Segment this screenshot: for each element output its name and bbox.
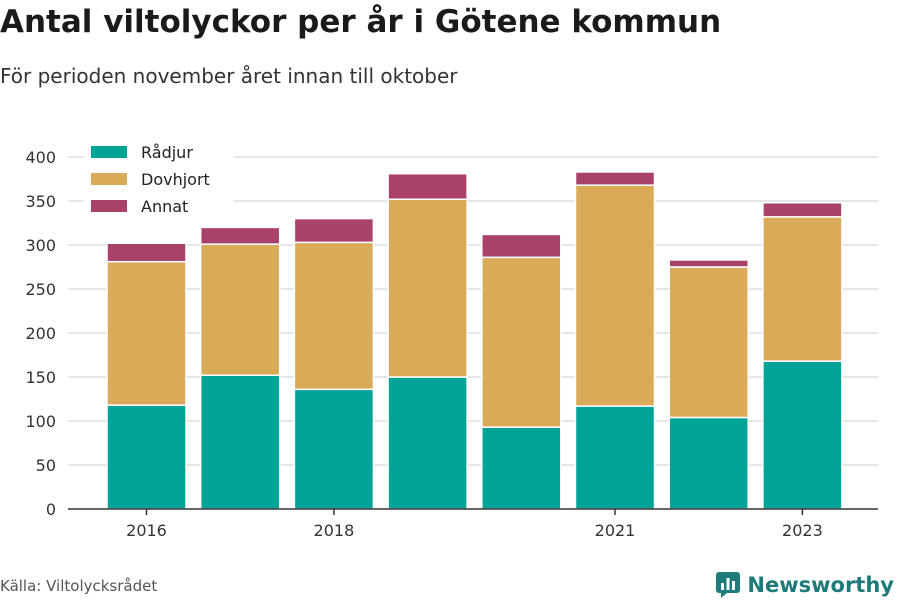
y-tick-label: 300 [25,236,56,255]
brand-name: Newsworthy [747,573,894,597]
legend-swatch [91,173,127,185]
legend-swatch [91,146,127,158]
bar-chart-logo-icon [716,572,741,598]
x-tick-label: 2016 [126,521,167,540]
x-tick-label: 2021 [595,521,636,540]
bar-segment [106,242,187,263]
y-tick-label: 250 [25,280,56,299]
bar-segment [387,198,468,378]
legend-label: Rådjur [141,143,193,162]
bar-segment [762,360,843,510]
bars [106,171,843,510]
y-tick-label: 0 [46,500,56,519]
y-tick-label: 350 [25,192,56,211]
bar-segment [574,171,656,186]
bar-segment [199,226,281,245]
chart-subtitle: För perioden november året innan till ok… [0,64,458,88]
bar-segment [668,266,749,419]
bar-segment [387,376,468,510]
bar-segment [387,172,468,200]
bar-segment [574,184,656,407]
bar-segment [762,202,843,218]
source-note: Källa: Viltolycksrådet [0,577,158,595]
legend-swatch [91,200,127,212]
bar-segment [199,374,281,510]
stacked-bar-chart: 0 50 100 150 200 250 300 350 400 2016 2018 2021 2023… [25,137,878,540]
y-tick-label: 150 [25,368,56,387]
y-tick-label: 50 [36,456,56,475]
bar-segment [668,259,749,268]
bar-segment [481,256,562,428]
bar-segment [481,426,562,510]
bar-segment [199,243,281,376]
y-tick-label: 400 [25,148,56,167]
bar-segment [574,405,656,510]
bar-segment [668,416,749,510]
bar-segment [293,241,375,391]
x-tick-label: 2023 [782,521,823,540]
x-tick-label: 2018 [314,521,355,540]
y-tick-label: 100 [25,412,56,431]
brand-logo: Newsworthy [715,570,894,600]
bar-segment [106,404,187,510]
bar-segment [762,216,843,362]
legend: Rådjur Dovhjort Annat [84,137,234,219]
legend-label: Annat [141,197,188,216]
bar-segment [293,388,375,510]
bar-segment [106,260,187,406]
bar-segment [481,233,562,259]
legend-label: Dovhjort [141,170,210,189]
bar-segment [293,217,375,244]
chart-title: Antal viltolyckor per år i Götene kommun [0,4,722,40]
y-tick-label: 200 [25,324,56,343]
axes: 0 50 100 150 200 250 300 350 400 2016 2018 2021 2023 [25,148,878,540]
